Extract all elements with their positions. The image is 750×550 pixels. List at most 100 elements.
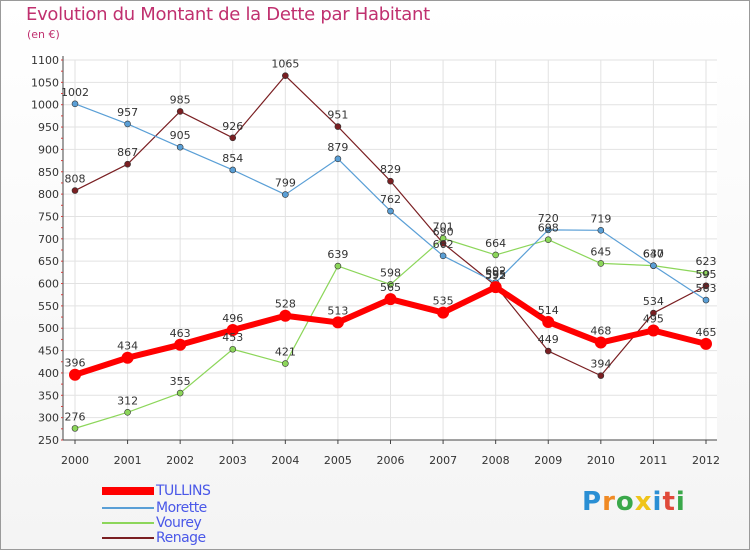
x-tick-label: 2003 bbox=[219, 454, 247, 467]
data-point bbox=[282, 191, 289, 198]
data-point bbox=[176, 389, 184, 397]
data-point bbox=[176, 143, 184, 151]
y-tick-label: 650 bbox=[38, 255, 59, 268]
data-point bbox=[597, 372, 605, 379]
x-tick-label: 2001 bbox=[114, 454, 142, 467]
y-tick-label: 600 bbox=[38, 278, 59, 291]
data-point bbox=[437, 306, 450, 319]
data-point bbox=[226, 324, 239, 337]
data-point bbox=[597, 260, 605, 267]
legend-swatch bbox=[102, 537, 154, 539]
data-point bbox=[702, 282, 710, 290]
data-point bbox=[384, 293, 397, 306]
data-point bbox=[282, 72, 289, 79]
data-label: 276 bbox=[65, 410, 86, 423]
data-label: 719 bbox=[590, 212, 611, 225]
data-label: 592 bbox=[485, 269, 506, 282]
data-point bbox=[334, 155, 342, 163]
x-tick-label: 2010 bbox=[587, 454, 615, 467]
data-point bbox=[176, 108, 184, 115]
data-point bbox=[229, 345, 237, 353]
data-label: 985 bbox=[170, 93, 191, 106]
logo-letter: i bbox=[652, 487, 663, 517]
data-label: 396 bbox=[65, 357, 86, 370]
data-label: 394 bbox=[590, 358, 611, 371]
data-label: 598 bbox=[380, 266, 401, 279]
data-point bbox=[69, 368, 81, 381]
data-point bbox=[597, 227, 605, 234]
data-label: 698 bbox=[538, 222, 559, 235]
legend-label: TULLINS bbox=[156, 483, 211, 499]
data-label: 468 bbox=[590, 325, 611, 338]
legend-swatch bbox=[102, 522, 154, 524]
data-label: 720 bbox=[538, 212, 559, 225]
data-point bbox=[331, 316, 344, 329]
data-label: 434 bbox=[117, 340, 138, 353]
x-tick-label: 2005 bbox=[324, 454, 352, 467]
y-tick-label: 950 bbox=[38, 121, 59, 134]
data-label: 854 bbox=[222, 152, 243, 165]
logo-letter: x bbox=[634, 487, 653, 517]
data-label: 640 bbox=[643, 248, 664, 261]
data-label: 762 bbox=[380, 193, 401, 206]
y-tick-label: 900 bbox=[38, 143, 59, 156]
data-label: 926 bbox=[222, 120, 243, 133]
x-tick-label: 2007 bbox=[429, 454, 457, 467]
data-point bbox=[282, 360, 289, 367]
data-point bbox=[71, 100, 79, 108]
data-label: 664 bbox=[485, 237, 506, 250]
data-label: 528 bbox=[275, 298, 296, 311]
data-point bbox=[594, 336, 607, 349]
data-label: 879 bbox=[327, 141, 348, 154]
unit-label: (en €) bbox=[27, 28, 60, 41]
x-tick-label: 2006 bbox=[377, 454, 405, 467]
data-label: 701 bbox=[433, 220, 454, 233]
data-label: 565 bbox=[380, 281, 401, 294]
data-label: 463 bbox=[170, 327, 191, 340]
data-point bbox=[279, 309, 292, 322]
legend-item-morette: Morette bbox=[102, 501, 207, 515]
y-tick-label: 1000 bbox=[31, 99, 59, 112]
y-tick-label: 1100 bbox=[31, 54, 59, 67]
y-tick-label: 1050 bbox=[31, 76, 59, 89]
legend-label: Vourey bbox=[156, 515, 202, 531]
data-label: 496 bbox=[222, 312, 243, 325]
data-label: 799 bbox=[275, 177, 296, 190]
data-point bbox=[489, 281, 502, 294]
data-point bbox=[542, 315, 555, 328]
legend-label: Morette bbox=[156, 500, 207, 516]
data-label: 808 bbox=[65, 173, 86, 186]
logo-letter: r bbox=[602, 487, 616, 517]
y-tick-label: 250 bbox=[38, 434, 59, 447]
logo-letter: i bbox=[675, 487, 686, 517]
data-label: 514 bbox=[538, 304, 559, 317]
data-label: 563 bbox=[696, 282, 717, 295]
data-label: 1002 bbox=[61, 86, 89, 99]
x-tick-label: 2000 bbox=[61, 454, 89, 467]
data-label: 449 bbox=[538, 333, 559, 346]
data-point bbox=[124, 120, 131, 128]
data-point bbox=[387, 281, 394, 288]
legend-item-renage: Renage bbox=[102, 531, 206, 545]
data-label: 595 bbox=[696, 268, 717, 281]
chart-title: Evolution du Montant de la Dette par Hab… bbox=[26, 4, 430, 25]
data-point bbox=[439, 252, 447, 260]
data-point bbox=[229, 134, 237, 142]
x-tick-label: 2009 bbox=[534, 454, 562, 467]
data-point bbox=[121, 351, 134, 364]
legend-label: Renage bbox=[156, 530, 206, 546]
data-label: 513 bbox=[327, 304, 348, 317]
logo-letter: P bbox=[582, 487, 603, 517]
data-label: 421 bbox=[275, 346, 296, 359]
data-label: 534 bbox=[643, 295, 664, 308]
x-tick-label: 2008 bbox=[482, 454, 510, 467]
proxiti-logo: Proxiti bbox=[582, 487, 686, 517]
data-point bbox=[492, 251, 499, 259]
data-label: 957 bbox=[117, 106, 138, 119]
data-point bbox=[334, 123, 342, 130]
data-point bbox=[544, 226, 552, 234]
data-label: 453 bbox=[222, 331, 243, 344]
data-point bbox=[439, 235, 447, 242]
data-point bbox=[71, 425, 79, 432]
